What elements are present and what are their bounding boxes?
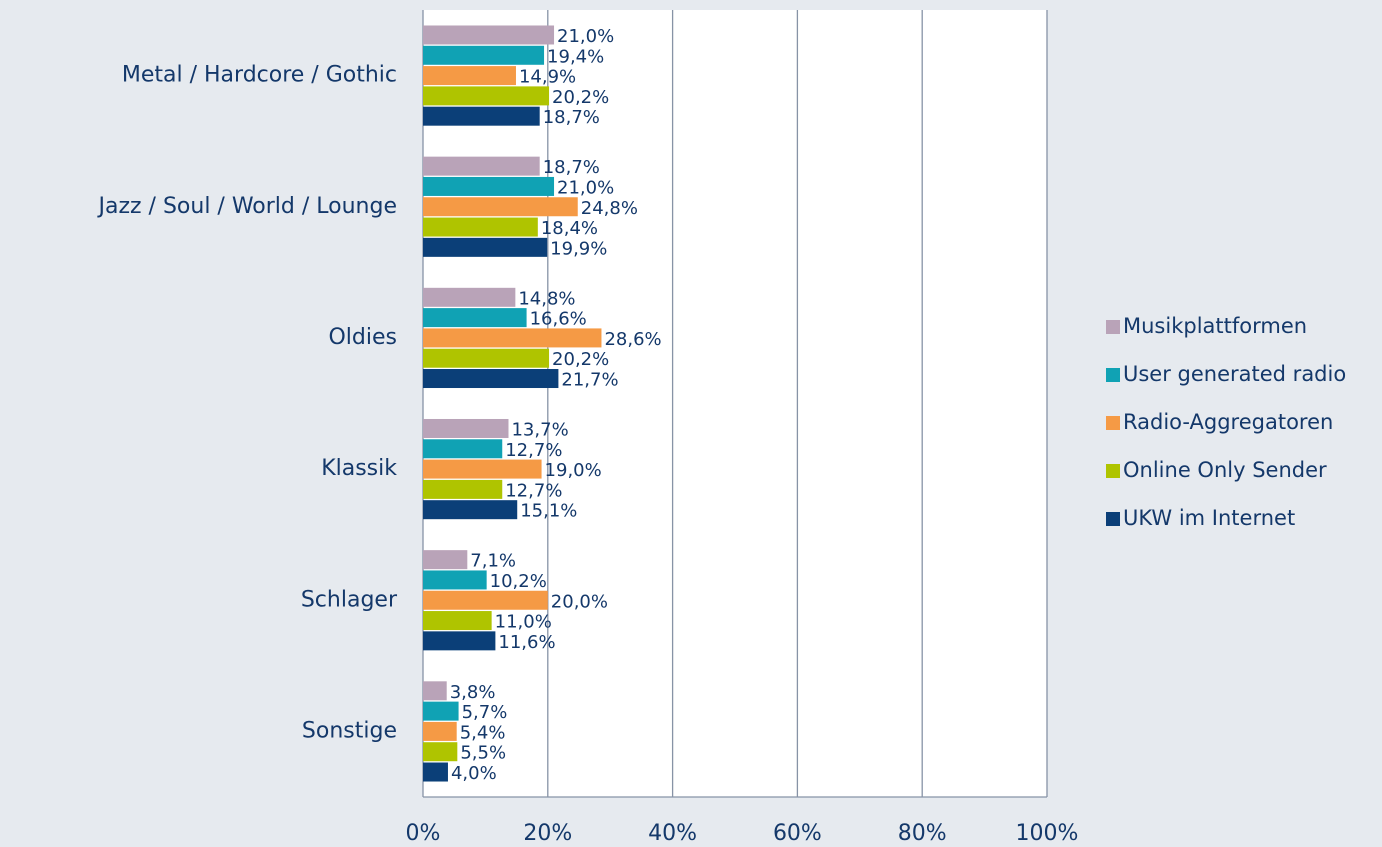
- bar: [423, 45, 545, 65]
- bar: [423, 681, 447, 701]
- bar: [423, 500, 518, 520]
- category-label: Jazz / Soul / World / Lounge: [96, 194, 397, 219]
- bar: [423, 287, 516, 307]
- value-label: 20,0%: [551, 591, 608, 612]
- category-label: Metal / Hardcore / Gothic: [122, 63, 397, 88]
- bar: [423, 217, 538, 237]
- bar: [423, 156, 540, 176]
- value-label: 21,0%: [557, 26, 614, 47]
- value-label: 21,7%: [561, 370, 618, 391]
- bar: [423, 611, 492, 631]
- bar: [423, 106, 540, 126]
- value-label: 19,9%: [550, 238, 607, 259]
- value-label: 5,4%: [460, 722, 506, 743]
- value-label: 18,7%: [543, 107, 600, 128]
- legend-swatch: [1106, 416, 1120, 430]
- legend-label: Online Only Sender: [1123, 458, 1327, 482]
- legend-label: Musikplattformen: [1123, 314, 1307, 338]
- value-label: 5,7%: [462, 702, 508, 723]
- value-label: 11,6%: [498, 632, 555, 653]
- legend-swatch: [1106, 464, 1120, 478]
- bar: [423, 348, 550, 368]
- value-label: 3,8%: [450, 682, 496, 703]
- legend-swatch: [1106, 368, 1120, 382]
- x-tick-label: 60%: [773, 821, 822, 846]
- value-label: 16,6%: [530, 309, 587, 330]
- bar: [423, 197, 578, 217]
- value-label: 19,0%: [545, 460, 602, 481]
- value-label: 14,9%: [519, 67, 576, 88]
- value-label: 13,7%: [511, 419, 568, 440]
- bar: [423, 631, 496, 651]
- bar: [423, 742, 458, 762]
- x-tick-label: 80%: [898, 821, 947, 846]
- value-label: 18,4%: [541, 218, 598, 239]
- value-label: 12,7%: [505, 480, 562, 501]
- category-label: Sonstige: [302, 718, 397, 743]
- value-label: 20,2%: [552, 87, 609, 108]
- bar: [423, 550, 468, 570]
- bar: [423, 762, 448, 782]
- bar: [423, 418, 509, 438]
- value-label: 14,8%: [518, 288, 575, 309]
- legend-label: Radio-Aggregatoren: [1123, 410, 1333, 434]
- category-label: Schlager: [301, 587, 398, 612]
- bar: [423, 701, 459, 721]
- bar: [423, 721, 457, 741]
- bar: [423, 459, 542, 479]
- bar: [423, 590, 548, 610]
- bar: [423, 86, 550, 106]
- value-label: 10,2%: [490, 571, 547, 592]
- x-tick-label: 20%: [523, 821, 572, 846]
- bar: [423, 237, 548, 257]
- legend-label: UKW im Internet: [1123, 506, 1295, 530]
- legend-label: User generated radio: [1123, 362, 1346, 386]
- value-label: 28,6%: [604, 329, 661, 350]
- legend-swatch: [1106, 320, 1120, 334]
- value-label: 4,0%: [451, 763, 497, 784]
- value-label: 20,2%: [552, 349, 609, 370]
- value-label: 12,7%: [505, 440, 562, 461]
- value-label: 15,1%: [520, 501, 577, 522]
- category-label: Oldies: [328, 325, 397, 350]
- bar: [423, 439, 503, 459]
- plot-area: [423, 10, 1047, 797]
- value-label: 19,4%: [547, 46, 604, 67]
- value-label: 5,5%: [460, 743, 506, 764]
- x-tick-label: 40%: [648, 821, 697, 846]
- bar: [423, 570, 487, 590]
- value-label: 24,8%: [581, 198, 638, 219]
- value-label: 18,7%: [543, 157, 600, 178]
- legend-swatch: [1106, 512, 1120, 526]
- bar: [423, 479, 503, 499]
- x-tick-label: 0%: [406, 821, 441, 846]
- value-label: 7,1%: [470, 551, 516, 572]
- category-label: Klassik: [321, 456, 397, 481]
- bar: [423, 176, 555, 196]
- bar: [423, 369, 559, 389]
- bar: [423, 66, 516, 86]
- x-tick-label: 100%: [1016, 821, 1079, 846]
- bar: [423, 328, 602, 348]
- value-label: 11,0%: [495, 612, 552, 633]
- bar: [423, 25, 555, 45]
- value-label: 21,0%: [557, 177, 614, 198]
- bar: [423, 308, 527, 328]
